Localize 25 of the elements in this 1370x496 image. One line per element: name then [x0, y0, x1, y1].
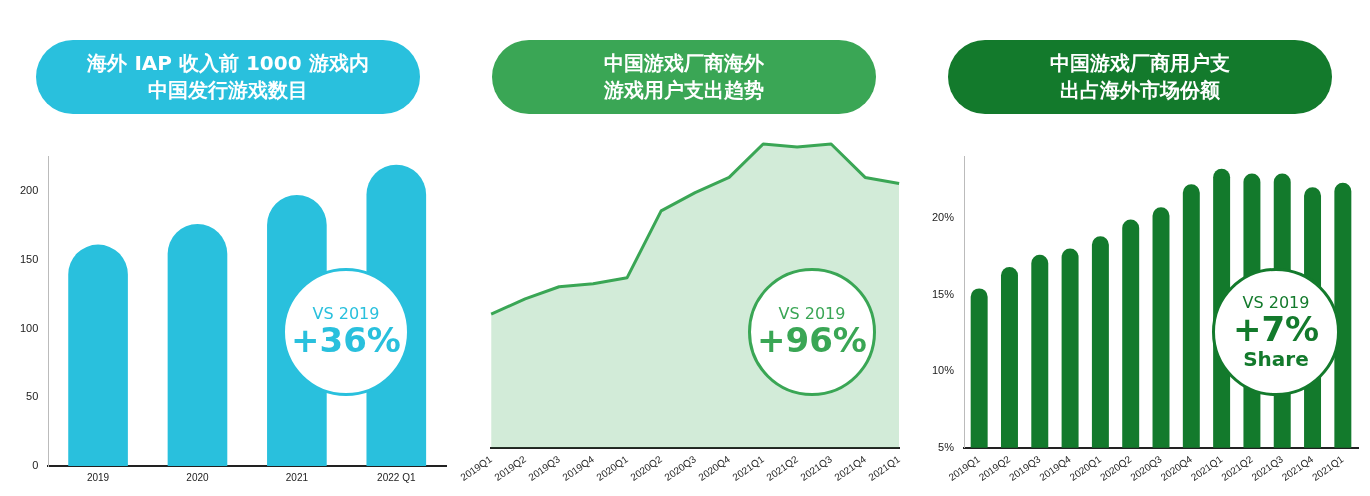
y-tick-label: 20%: [931, 210, 955, 223]
chart-title: 中国游戏厂商海外游戏用户支出趋势: [603, 50, 765, 104]
x-tick-label: 2021: [285, 471, 309, 483]
annotation: +7%: [1232, 309, 1320, 350]
y-tick-label: 15%: [931, 287, 955, 300]
y-tick-label: 0: [32, 459, 39, 472]
annotation: +36%: [291, 320, 401, 361]
y-tick-label: 50: [26, 390, 39, 403]
y-tick-label: 100: [19, 321, 39, 334]
annotation: Share: [1243, 347, 1309, 372]
annotation: VS 2019: [1242, 292, 1310, 312]
x-tick-label: 2020: [186, 471, 210, 483]
y-tick-label: 200: [19, 184, 39, 197]
x-tick-label: 2019: [86, 471, 110, 483]
x-tick-label: 2022 Q1: [377, 471, 416, 483]
bar: [68, 244, 128, 466]
chart-title: 中国游戏厂商用户支出占海外市场份额: [1049, 50, 1231, 104]
bar: [167, 223, 228, 466]
y-tick-label: 150: [19, 252, 39, 265]
chart-title: 海外 IAP 收入前 1000 游戏内中国发行游戏数目: [86, 50, 370, 104]
y-tick-label: 10%: [931, 364, 955, 377]
annotation: VS 2019: [312, 303, 380, 323]
y-tick-label: 5%: [938, 440, 955, 453]
annotation: VS 2019: [778, 303, 846, 323]
annotation: +96%: [757, 320, 867, 361]
